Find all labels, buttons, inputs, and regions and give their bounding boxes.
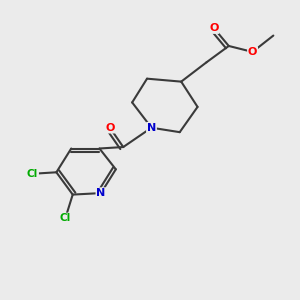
Text: N: N (147, 123, 156, 133)
Text: N: N (96, 188, 106, 198)
Text: O: O (248, 47, 257, 57)
Text: O: O (105, 123, 115, 133)
Text: Cl: Cl (27, 169, 38, 179)
Text: Cl: Cl (60, 213, 71, 224)
Text: O: O (209, 23, 219, 33)
